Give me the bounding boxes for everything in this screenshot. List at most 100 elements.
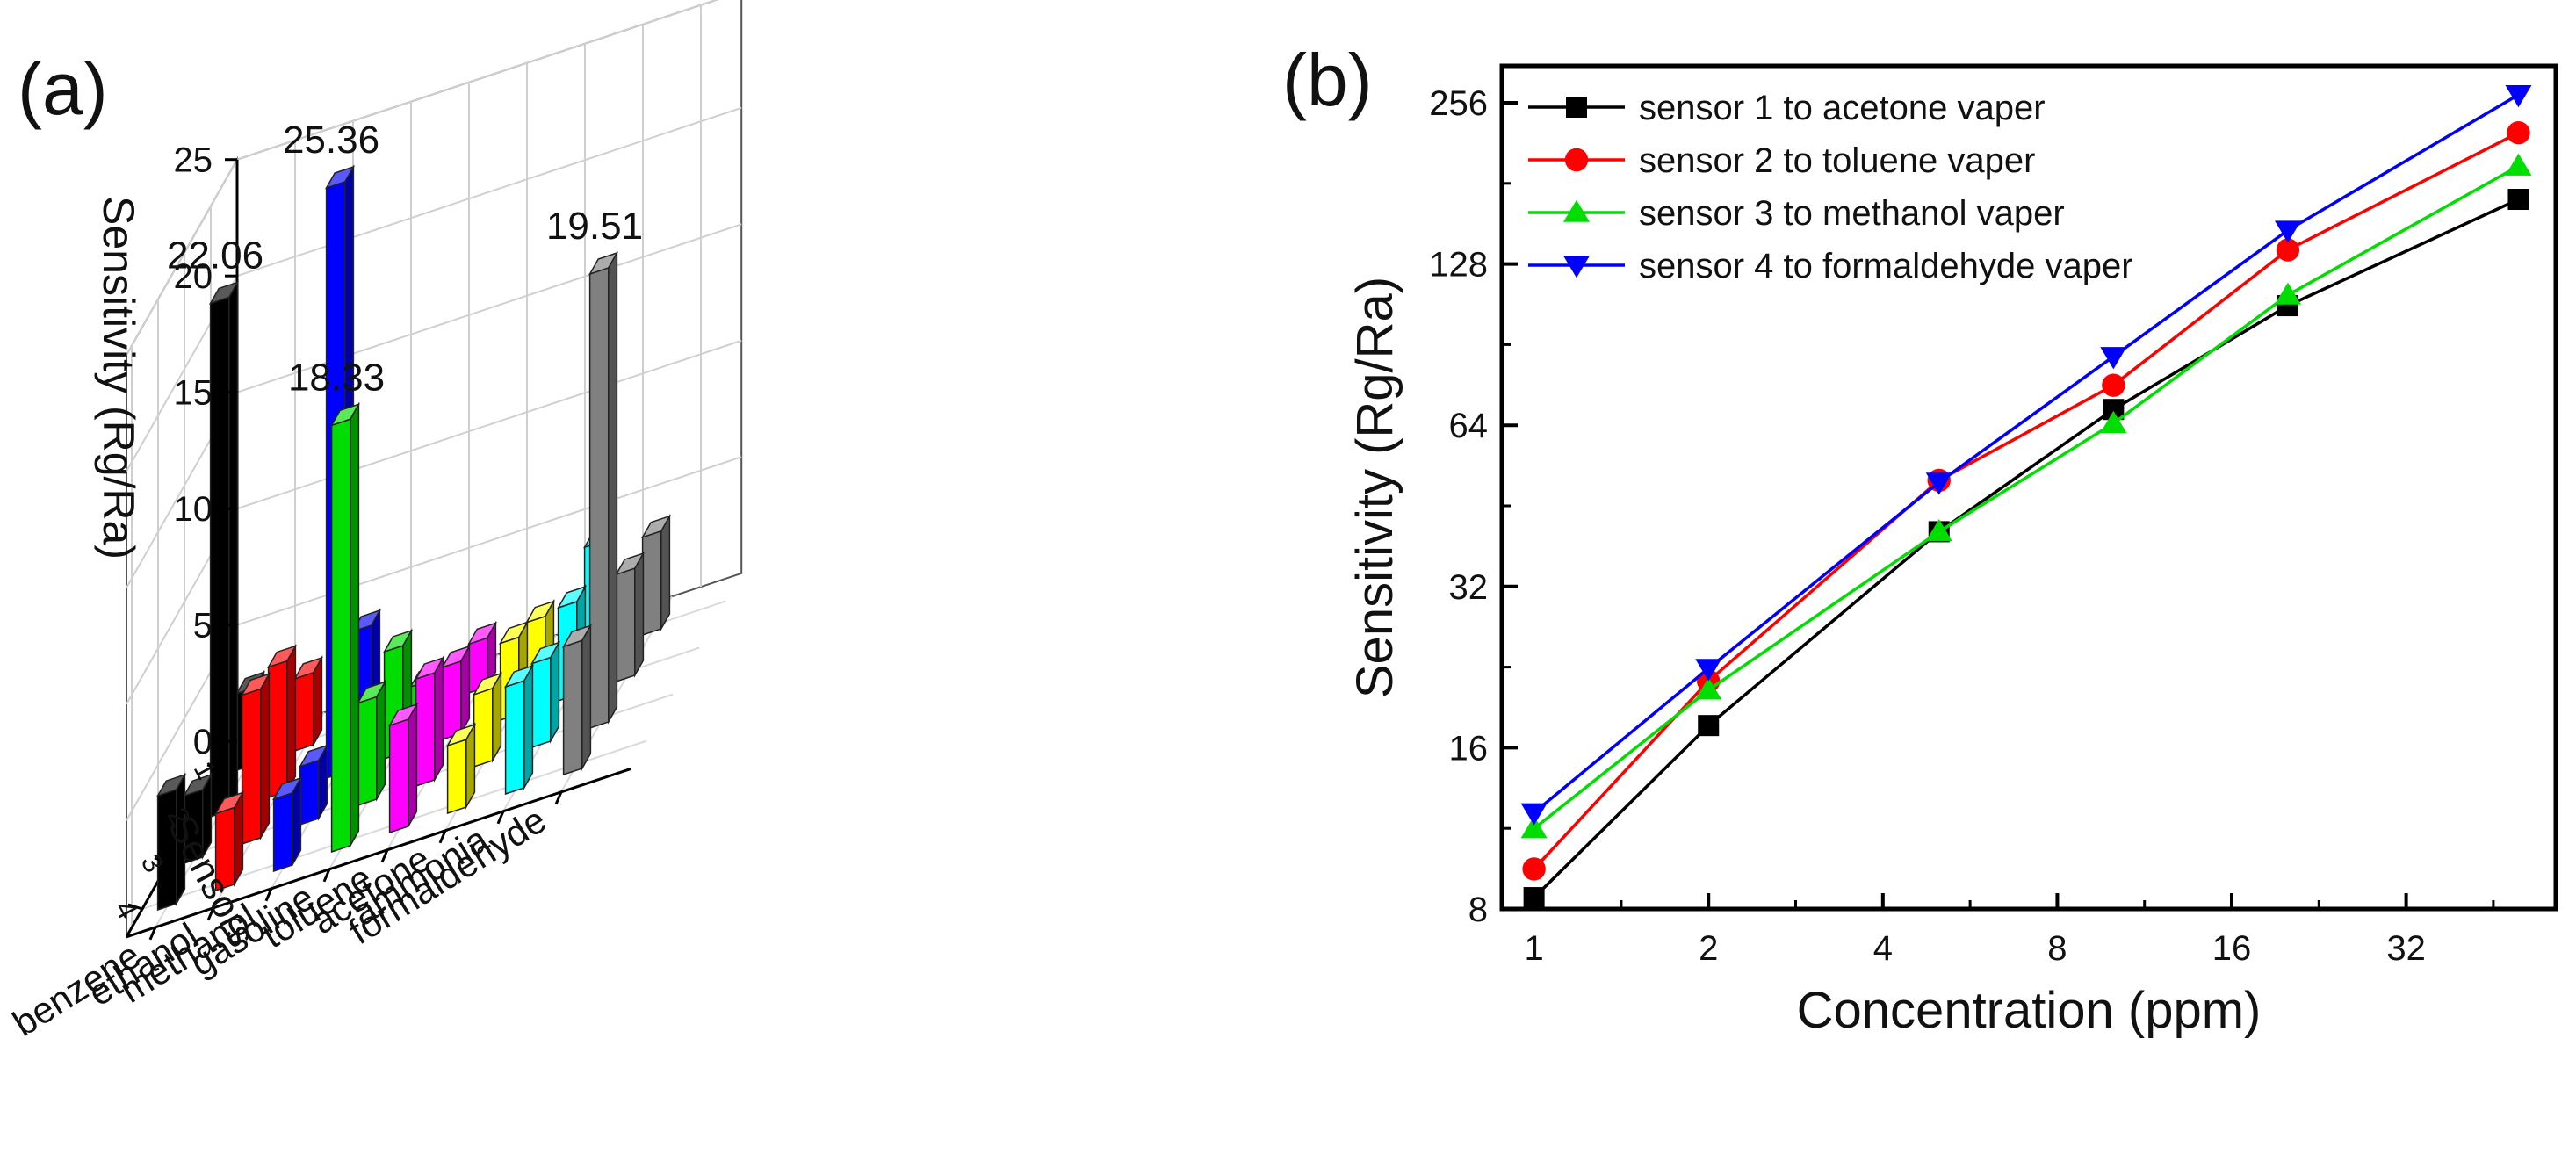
data-point <box>1925 472 1952 495</box>
x-axis-title: Concentration (ppm) <box>1797 982 2262 1039</box>
x-tick-label: 4 <box>1873 929 1893 968</box>
y-tick-label: 64 <box>1449 407 1489 445</box>
data-point <box>2100 410 2127 433</box>
bar <box>208 279 240 819</box>
bar-value-label: 25.36 <box>283 119 379 162</box>
z-tick-label: 20 <box>174 257 213 296</box>
bar-value-label: 18.33 <box>288 356 385 399</box>
x-tick-label: 1 <box>1525 929 1544 968</box>
y-tick-label: 16 <box>1449 729 1489 768</box>
z-tick-label: 0 <box>193 723 213 761</box>
z-tick-label: 5 <box>193 607 213 646</box>
plot-frame <box>1499 63 2558 912</box>
z-tick-label: 15 <box>174 374 213 413</box>
category-tick-mark <box>206 907 215 921</box>
data-point <box>2507 121 2530 145</box>
category-tick-mark <box>496 811 505 825</box>
panel-label-a: (a) <box>18 47 108 130</box>
bar <box>356 679 387 807</box>
data-point <box>2505 85 2532 108</box>
bar <box>472 671 503 768</box>
x-tick-label: 2 <box>1699 929 1718 968</box>
x-axis-line <box>126 767 631 939</box>
series-3 <box>1520 153 2532 839</box>
data-point <box>1695 677 1722 700</box>
y-tick-label: 128 <box>1429 246 1488 285</box>
series-line <box>1533 93 2520 814</box>
legend-marker <box>1563 256 1590 278</box>
data-point <box>1522 857 1546 881</box>
z-axis-title: Sensitivity (Rg/Ra) <box>94 196 143 559</box>
x-tick-label: 32 <box>2386 929 2426 968</box>
category-tick-mark <box>148 927 157 941</box>
data-point <box>2274 282 2301 305</box>
z-tick-label: 25 <box>174 141 213 180</box>
bar <box>387 702 419 834</box>
bar <box>298 742 329 826</box>
legend-label: sensor 3 to methanol vaper <box>1639 194 2065 233</box>
data-point <box>2100 347 2127 370</box>
z-tick-label: 10 <box>174 490 213 529</box>
bar <box>588 250 619 730</box>
legend-label: sensor 4 to formaldehyde vaper <box>1639 247 2133 285</box>
bar <box>503 663 535 796</box>
line-chart: 1 2 4 8 16 32 8 16 32 64 128 256 sensor 1 to aceton… <box>1346 63 2558 1039</box>
legend: sensor 1 to acetone vaper sensor 2 to tol… <box>1528 89 2133 285</box>
data-point <box>1695 659 1722 682</box>
data-point <box>1698 715 1720 737</box>
bar <box>614 551 646 683</box>
bar-value-label: 19.51 <box>546 205 643 248</box>
bar <box>445 722 477 815</box>
bar <box>155 772 187 912</box>
category-tick-mark <box>554 791 563 805</box>
sensor-tick-mark <box>206 763 222 771</box>
x-tick-label: 8 <box>2047 929 2067 968</box>
data-point <box>1520 803 1548 826</box>
y-tick-label: 256 <box>1429 84 1488 123</box>
category-tick-mark <box>264 888 273 902</box>
data-point <box>2505 153 2532 176</box>
data-point <box>2507 189 2529 211</box>
bar <box>266 643 298 799</box>
bar <box>414 655 445 788</box>
series-1 <box>1523 189 2529 909</box>
bar <box>271 775 303 873</box>
data-point <box>2276 238 2300 262</box>
legend-label: sensor 2 to toluene vaper <box>1639 141 2035 180</box>
data-point <box>1520 816 1548 839</box>
data-point <box>1523 887 1545 909</box>
bar <box>213 790 245 892</box>
legend-label: sensor 1 to acetone vaper <box>1639 89 2046 127</box>
bar <box>561 623 593 776</box>
x-tick-label: 16 <box>2212 929 2252 968</box>
category-tick-mark <box>380 849 389 863</box>
sensor-tick-mark <box>127 903 143 911</box>
legend-marker <box>1566 97 1587 118</box>
sensor-tick-mark <box>154 856 170 864</box>
data-point <box>2102 373 2125 397</box>
series-line <box>1533 164 2520 830</box>
y-tick-label: 8 <box>1468 891 1488 929</box>
category-tick-mark <box>322 869 331 883</box>
legend-marker <box>1564 148 1589 172</box>
y-tick-label: 32 <box>1449 568 1489 607</box>
data-point <box>1925 519 1952 542</box>
bar <box>292 655 324 753</box>
series-line <box>1533 131 2520 870</box>
bar <box>440 644 472 741</box>
panel-label-b: (b) <box>1282 39 1373 121</box>
y-axis-title: Sensitivity (Rg/Ra) <box>1346 277 1403 698</box>
bar <box>530 639 561 749</box>
bar <box>640 513 672 637</box>
category-tick-mark <box>438 830 447 844</box>
data-point <box>2274 220 2301 243</box>
legend-marker <box>1563 199 1590 222</box>
bar <box>329 401 361 854</box>
bar <box>240 671 271 846</box>
series-4 <box>1520 85 2532 826</box>
sensor-tick-mark <box>180 810 196 818</box>
series-line <box>1533 198 2520 899</box>
bar-value-label: 22.06 <box>167 234 263 277</box>
